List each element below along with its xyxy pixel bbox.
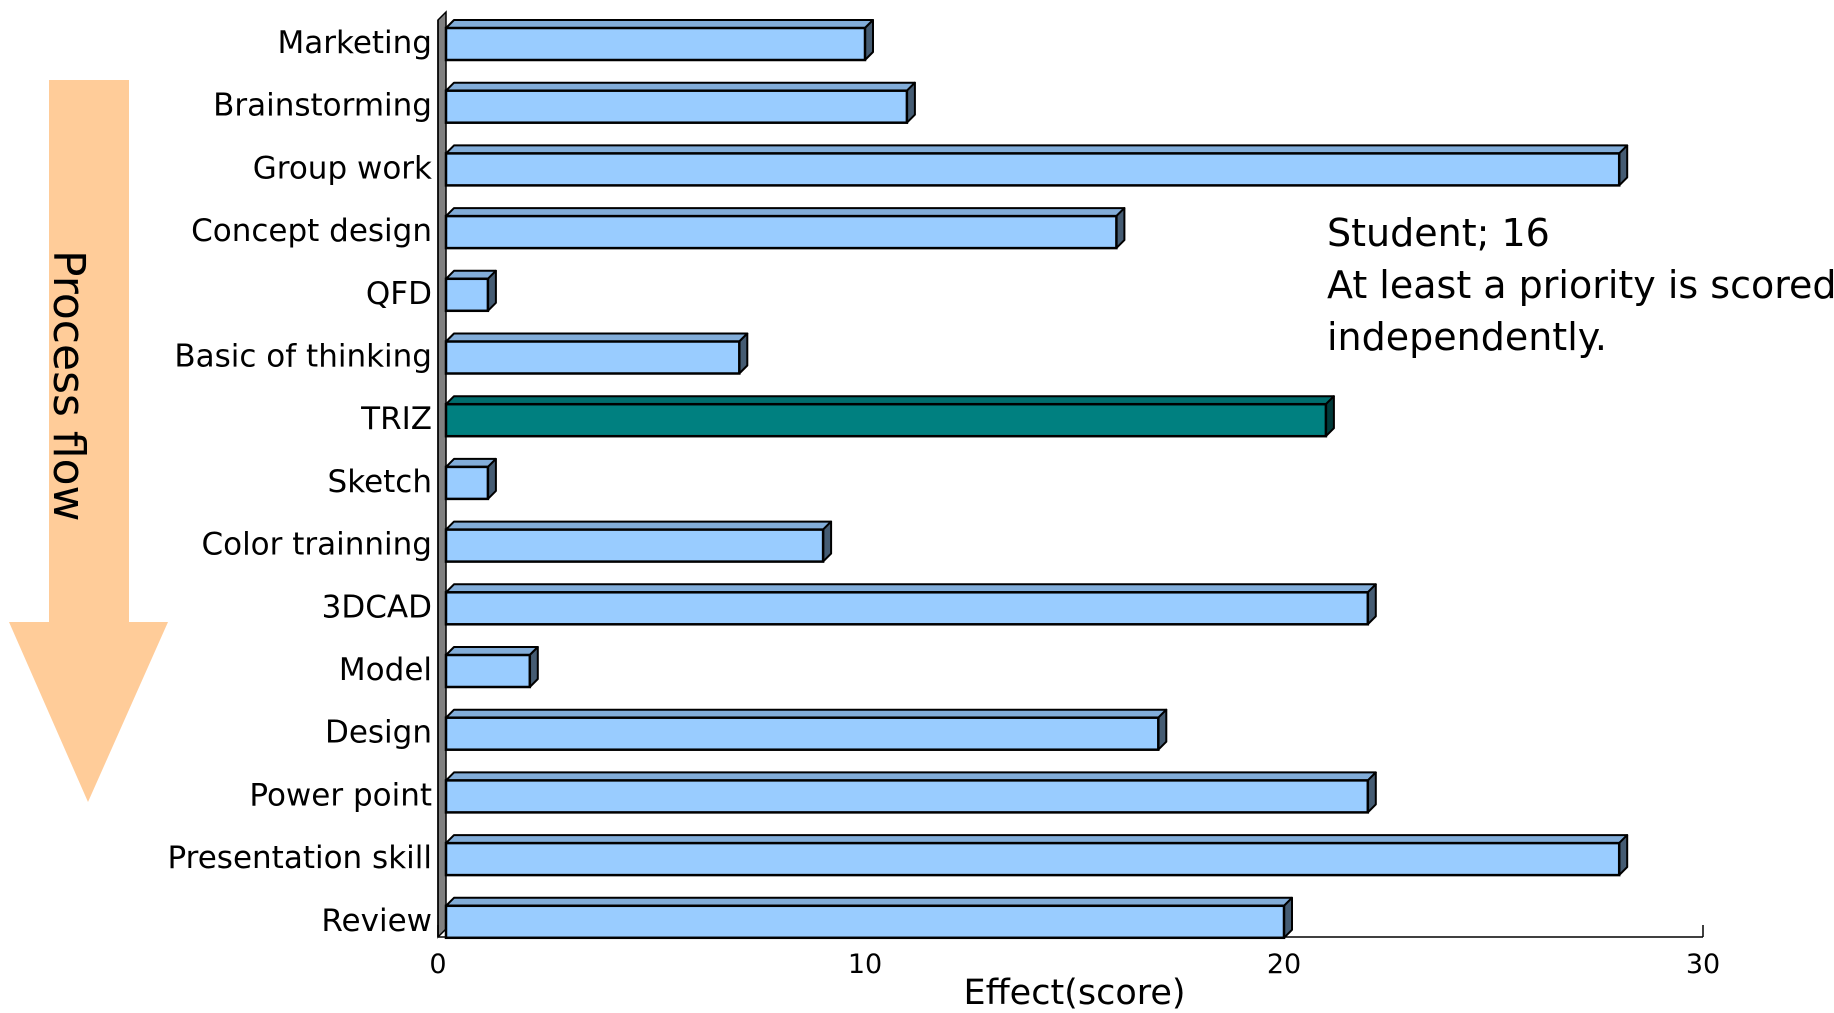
category-label: Sketch <box>328 464 432 500</box>
category-label: QFD <box>366 276 432 312</box>
category-label: Review <box>321 903 432 939</box>
category-label: Color trainning <box>201 527 432 563</box>
bar-power-point <box>444 771 1377 814</box>
category-label: TRIZ <box>360 401 432 437</box>
bar-concept-design <box>444 207 1126 250</box>
bar-front-face <box>444 340 741 375</box>
bar-front-face <box>444 89 909 124</box>
process-flow-arrow <box>9 80 168 802</box>
x-tick-label: 30 <box>1686 949 1720 980</box>
bar-front-face <box>444 904 1286 940</box>
category-label: 3DCAD <box>322 589 432 625</box>
category-label: Basic of thinking <box>174 339 432 375</box>
annotation-group: Student; 16 At least a priority is scored… <box>1327 211 1834 359</box>
x-tick-label: 0 <box>429 949 446 980</box>
x-tick-label: 10 <box>848 949 882 980</box>
category-label: Design <box>325 715 432 751</box>
bar-front-face <box>444 152 1621 187</box>
bar-color-trainning <box>444 520 833 563</box>
category-label: Brainstorming <box>213 88 432 124</box>
bar-group-work <box>444 144 1629 187</box>
x-axis-title: Effect(score) <box>963 973 1185 1013</box>
x-tick-label: 20 <box>1267 949 1301 980</box>
bar-3dcad <box>444 583 1377 626</box>
bars-group <box>444 19 1629 940</box>
bar-marketing <box>444 19 874 62</box>
bar-design <box>444 708 1168 751</box>
bar-review <box>444 896 1293 940</box>
category-label: Presentation skill <box>168 840 432 876</box>
bar-front-face <box>444 779 1370 814</box>
bar-model <box>444 646 539 689</box>
bar-front-face <box>444 528 825 563</box>
bar-front-face <box>444 214 1118 250</box>
category-label: Model <box>339 652 432 688</box>
bar-front-face <box>444 402 1328 438</box>
bar-triz <box>444 395 1335 438</box>
annotation-line: independently. <box>1327 315 1607 359</box>
process-flow-arrow-group: Process flow <box>9 80 168 802</box>
bar-front-face <box>444 841 1621 877</box>
bar-basic-of-thinking <box>444 332 749 375</box>
bar-front-face <box>444 716 1160 751</box>
category-labels-group: Marketing Brainstorming Group work Concept … <box>168 25 433 939</box>
annotation-line: Student; 16 <box>1327 211 1550 255</box>
bar-brainstorming <box>444 81 916 124</box>
annotation-line: At least a priority is scored <box>1327 263 1834 307</box>
category-label: Marketing <box>277 25 432 61</box>
category-label: Group work <box>253 150 432 186</box>
process-flow-label: Process flow <box>43 250 94 522</box>
bar-front-face <box>444 465 490 501</box>
bar-front-face <box>444 26 867 62</box>
bar-front-face <box>444 277 490 313</box>
category-label: Power point <box>249 777 432 813</box>
bar-front-face <box>444 591 1370 626</box>
category-label: Concept design <box>191 213 432 249</box>
bar-sketch <box>444 457 497 501</box>
bar-qfd <box>444 269 497 313</box>
bar-presentation-skill <box>444 834 1629 877</box>
bar-front-face <box>444 653 532 689</box>
